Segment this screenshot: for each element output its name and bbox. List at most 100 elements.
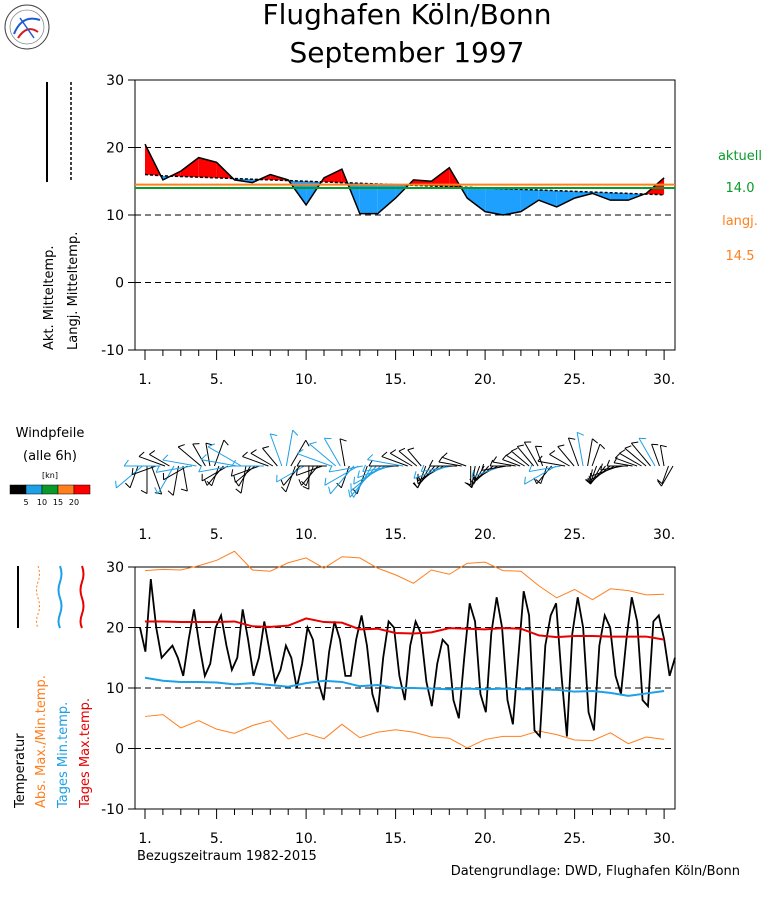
actual-mean-series: [144, 143, 665, 216]
x-tick-label: 30.: [653, 372, 675, 388]
wind-arrow: [231, 465, 260, 477]
wind-barb: [198, 465, 203, 473]
wind-barb: [588, 475, 592, 483]
wind-arrow: [567, 437, 580, 467]
wind-arrow: [205, 443, 211, 467]
wind-arrow: [549, 453, 570, 467]
wind-barb: [140, 489, 148, 495]
wind-barb: [162, 454, 169, 461]
wind-arrow: [172, 465, 179, 496]
wind-barb: [492, 456, 497, 463]
wind-panel: Windpfeile (alle 6h) [kn] 5 10 15 20 1. 5. 10…: [9, 426, 675, 543]
wind-barb: [657, 480, 662, 487]
title-line1: Flughafen Köln/Bonn: [263, 0, 552, 31]
wind-arrow: [156, 465, 193, 473]
wind-barb: [207, 443, 216, 448]
wind-barb: [489, 459, 494, 467]
wind-arrow: [276, 465, 305, 483]
wind-barb: [131, 467, 134, 475]
negative-anomaly-segment: [556, 190, 575, 207]
wind-arrow: [537, 460, 566, 467]
wind-speed-legend: 5 10 15 20: [9, 484, 91, 507]
wind-barb: [154, 487, 159, 494]
abs-min-series: [144, 714, 665, 749]
wind-arrow: [296, 453, 332, 467]
x-tick-label: 20.: [474, 527, 496, 543]
panel1-y-ticks: 30 20 10 0 -10: [101, 73, 135, 359]
negative-anomaly-segment: [610, 192, 629, 201]
wind-barb: [420, 464, 425, 472]
wind-barb: [200, 454, 207, 461]
y-tick-label: 20: [106, 621, 124, 637]
wind-barb: [336, 482, 342, 489]
y-tick-label: 0: [115, 742, 124, 758]
wind-arrow: [349, 465, 377, 498]
wind-arrow: [131, 465, 157, 476]
x-tick-label: 10.: [295, 527, 317, 543]
wind-barb: [167, 490, 174, 496]
wind-barb: [362, 464, 366, 472]
panel1-x-ticks: 1. 5. 10. 15. 20. 25. 30.: [138, 350, 675, 388]
wind-arrow: [238, 465, 251, 487]
current-value: 14.0: [726, 181, 755, 196]
wind-barb: [614, 453, 621, 459]
wind-arrow: [534, 446, 544, 467]
wind-barb: [233, 475, 236, 483]
y-tick-label: 30: [106, 560, 124, 576]
wind-barb: [125, 482, 131, 489]
positive-anomaly-segment: [198, 157, 217, 178]
wind-arrow: [421, 465, 453, 473]
data-source: Datengrundlage: DWD, Flughafen Köln/Bonn: [451, 864, 740, 879]
wind-legend-tick: 10: [37, 498, 47, 507]
wind-arrow: [591, 444, 601, 467]
legend-tmax-line: [79, 565, 85, 629]
wind-barb: [660, 444, 667, 448]
x-tick-label: 30.: [653, 831, 675, 847]
wind-arrow: [285, 465, 296, 493]
wind-arrow: [523, 441, 539, 467]
wind-barb: [357, 470, 360, 478]
wind-barb: [123, 459, 129, 467]
x-tick-label: 15.: [384, 372, 406, 388]
wind-barb: [367, 454, 374, 461]
wind-arrow: [329, 465, 363, 473]
wind-arrow: [417, 465, 427, 488]
x-tick-label: 20.: [474, 372, 496, 388]
wind-arrow: [502, 459, 521, 467]
wind-arrow: [182, 465, 188, 492]
wind-barb: [328, 465, 333, 473]
wind-arrow: [192, 443, 206, 467]
current-label: aktuell: [718, 149, 762, 164]
wind-arrow: [129, 465, 139, 488]
wind-barb: [339, 438, 347, 442]
wind-arrow: [481, 465, 507, 471]
wind-arrow: [659, 445, 665, 467]
panel3-lines: [139, 550, 676, 749]
wind-arrow: [198, 465, 233, 473]
wind-legend-swatch: [41, 484, 59, 495]
wind-barb: [302, 485, 310, 490]
wind-barb: [280, 479, 284, 486]
y-tick-label: 10: [106, 208, 124, 224]
wind-barb: [270, 433, 278, 437]
wind-legend-swatch: [9, 484, 27, 495]
y-tick-label: 0: [115, 276, 124, 292]
legend-temp-label: Temperatur: [13, 733, 28, 809]
wind-arrow: [207, 446, 242, 467]
wind-legend-swatch: [25, 484, 43, 495]
wind-arrow: [506, 455, 525, 467]
legend-tmin-line: [57, 565, 63, 629]
wind-barb: [407, 447, 415, 451]
panel3-y-ticks: 30 20 10 0 -10: [101, 560, 135, 818]
wind-barb: [203, 479, 208, 486]
legend-tmax-label: Tages Max.temp.: [78, 698, 93, 809]
wind-arrow: [438, 461, 462, 467]
wind-barb: [262, 446, 269, 449]
legend-abs-line: [36, 565, 40, 629]
wind-barb: [511, 447, 518, 452]
wind-arrow: [367, 459, 404, 467]
wind-barb: [537, 455, 543, 462]
wind-arrow: [587, 438, 593, 467]
positive-anomaly-segment: [431, 167, 450, 187]
mean-temp-panel: 30 20 10 0 -10 1. 5. 10. 15. 20. 25. 30. Akt. Mitt…: [42, 73, 762, 388]
